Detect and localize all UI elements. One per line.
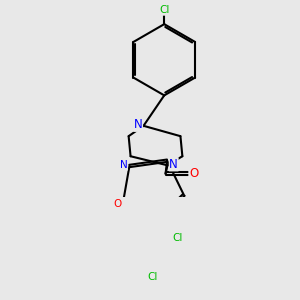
Text: N: N <box>134 118 142 131</box>
Text: O: O <box>113 200 121 209</box>
Text: N: N <box>169 158 178 171</box>
Text: N: N <box>120 160 128 170</box>
Text: Cl: Cl <box>148 272 158 282</box>
Text: Cl: Cl <box>159 5 169 15</box>
Text: O: O <box>189 167 198 180</box>
Text: Cl: Cl <box>172 233 183 243</box>
